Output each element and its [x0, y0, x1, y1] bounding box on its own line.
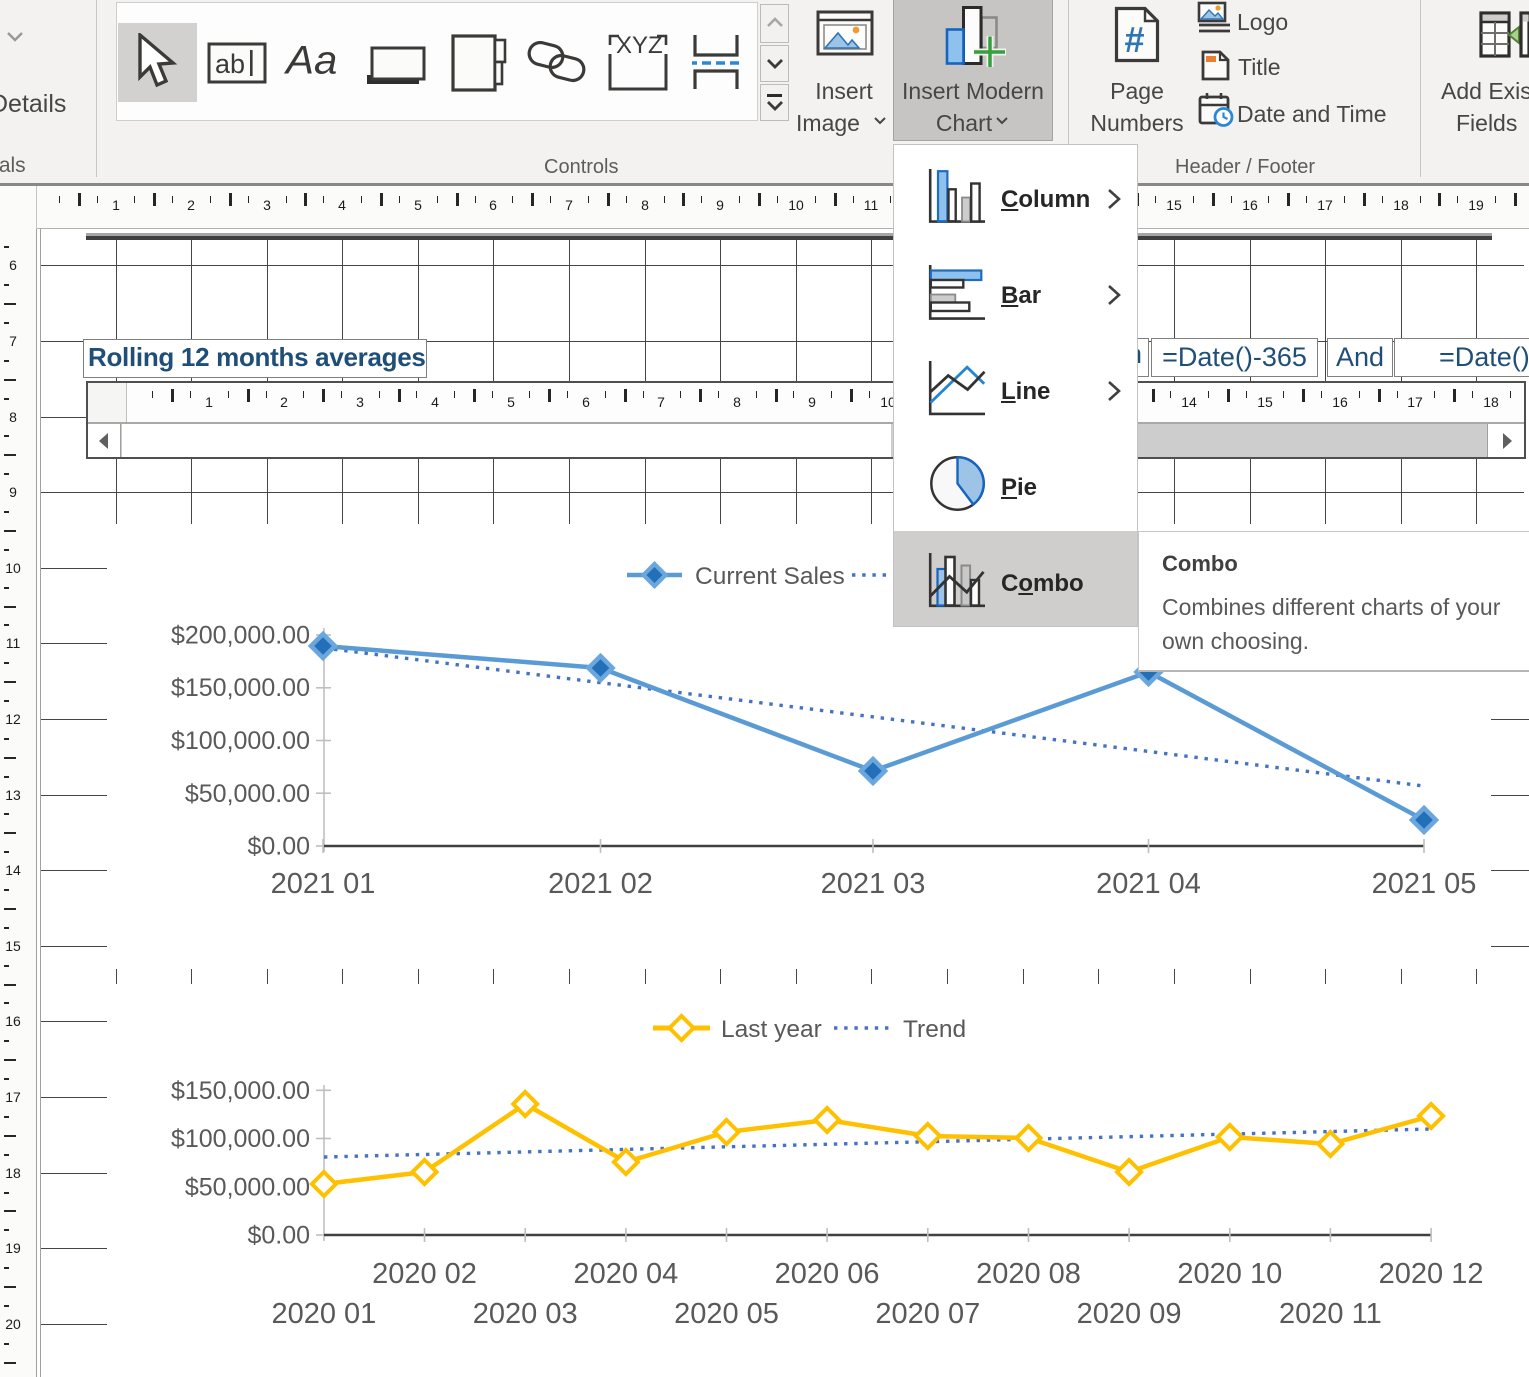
svg-text:ab: ab — [215, 49, 245, 79]
svg-text:$50,000.00: $50,000.00 — [185, 780, 310, 808]
svg-text:$100,000.00: $100,000.00 — [171, 727, 310, 755]
svg-text:2020 09: 2020 09 — [1077, 1298, 1182, 1330]
svg-text:$150,000.00: $150,000.00 — [171, 674, 310, 702]
svg-text:2021 02: 2021 02 — [548, 868, 653, 900]
svg-text:2021 03: 2021 03 — [821, 868, 926, 900]
svg-text:$200,000.00: $200,000.00 — [171, 622, 310, 650]
svg-text:$100,000.00: $100,000.00 — [171, 1125, 310, 1153]
svg-text:2020 12: 2020 12 — [1379, 1258, 1484, 1290]
svg-text:2020 11: 2020 11 — [1279, 1298, 1382, 1330]
svg-text:#: # — [1124, 19, 1144, 60]
svg-text:Last year: Last year — [721, 1016, 822, 1043]
svg-text:Trend: Trend — [903, 1016, 966, 1043]
svg-text:2020 05: 2020 05 — [674, 1298, 779, 1330]
svg-text:2021 05: 2021 05 — [1372, 868, 1477, 900]
svg-text:2020 01: 2020 01 — [271, 1298, 376, 1330]
svg-text:2020 10: 2020 10 — [1177, 1258, 1282, 1290]
svg-text:$50,000.00: $50,000.00 — [185, 1173, 310, 1201]
svg-text:2020 04: 2020 04 — [573, 1258, 678, 1290]
svg-text:2020 02: 2020 02 — [372, 1258, 477, 1290]
svg-text:2021 01: 2021 01 — [271, 868, 376, 900]
svg-text:2021 04: 2021 04 — [1096, 868, 1201, 900]
svg-text:XYZ: XYZ — [616, 32, 663, 59]
svg-text:2020 07: 2020 07 — [875, 1298, 980, 1330]
svg-text:2020 06: 2020 06 — [775, 1258, 880, 1290]
svg-text:Current Sales: Current Sales — [695, 563, 845, 590]
svg-text:2020 08: 2020 08 — [976, 1258, 1081, 1290]
svg-text:$150,000.00: $150,000.00 — [171, 1077, 310, 1105]
svg-text:2020 03: 2020 03 — [473, 1298, 578, 1330]
svg-text:$0.00: $0.00 — [247, 833, 310, 861]
svg-text:$0.00: $0.00 — [247, 1222, 310, 1250]
